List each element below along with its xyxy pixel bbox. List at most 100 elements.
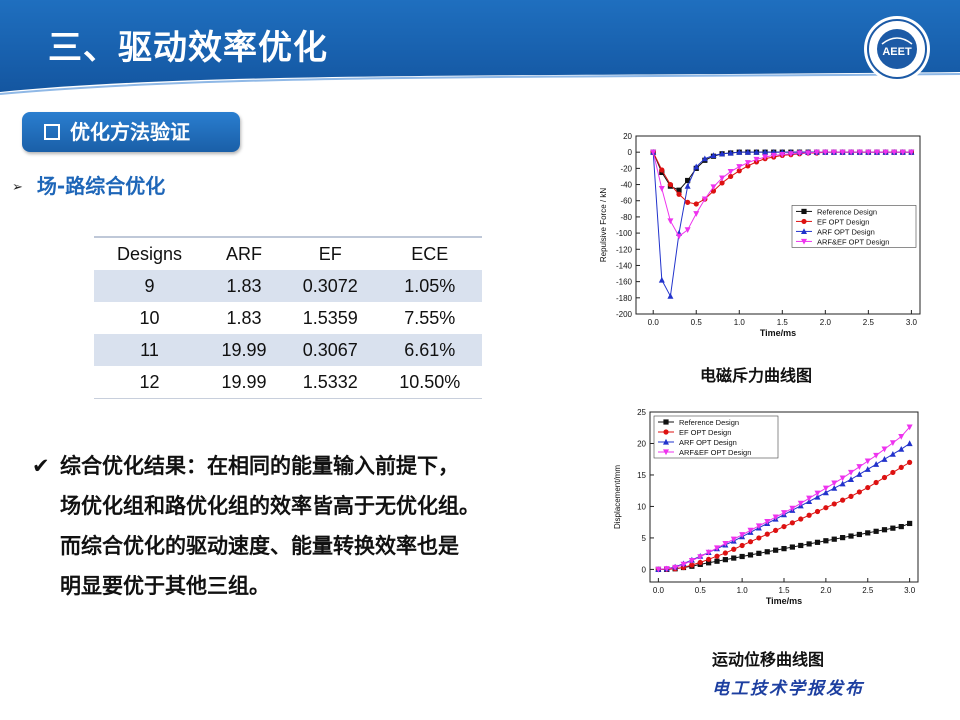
data-point xyxy=(881,527,888,533)
legend-label: ARF OPT Design xyxy=(817,227,875,236)
x-tick-label: 2.5 xyxy=(863,318,875,327)
data-point xyxy=(906,440,913,447)
data-point xyxy=(739,553,745,560)
data-point xyxy=(848,149,855,156)
legend-marker xyxy=(663,449,669,456)
data-point xyxy=(714,545,720,552)
y-tick-label: -160 xyxy=(616,278,633,287)
x-tick-label: 2.5 xyxy=(862,586,874,595)
data-point xyxy=(787,151,794,157)
publisher-watermark: 电工技术学报发布 xyxy=(712,679,864,699)
conclusion-line: 场优化组和路优化组的效率皆高于无优化组。 xyxy=(60,494,480,518)
data-point xyxy=(891,149,898,156)
data-point xyxy=(693,211,700,217)
table-cell: 1.83 xyxy=(226,307,262,328)
data-point xyxy=(881,446,888,453)
data-point xyxy=(762,148,769,155)
table-cell: 1.5332 xyxy=(282,366,378,399)
table-header-arf: ARF xyxy=(205,236,283,270)
data-point xyxy=(864,458,871,465)
table-cell: 1.05% xyxy=(377,270,482,302)
data-point xyxy=(701,155,708,162)
data-point xyxy=(684,227,691,234)
x-tick-label: 3.0 xyxy=(904,586,916,595)
x-tick-label: 3.0 xyxy=(906,318,918,327)
data-point xyxy=(898,464,904,471)
y-tick-label: -100 xyxy=(616,229,633,238)
y-tick-label: 5 xyxy=(642,534,647,543)
legend-box xyxy=(791,205,917,248)
displacement-chart: 0.0 0.5 1.0 1.5 2.0 2.5 3.0 0 5 10 15 20 25 Time/ms Di… xyxy=(613,408,919,606)
x-tick-label: 0.5 xyxy=(691,318,703,327)
data-point xyxy=(890,525,896,531)
header-wave xyxy=(0,72,960,112)
data-point xyxy=(706,556,712,562)
data-point xyxy=(848,533,854,539)
data-point xyxy=(907,520,913,527)
data-point xyxy=(848,476,854,482)
data-point xyxy=(806,541,812,547)
data-point xyxy=(781,546,787,552)
series-4 xyxy=(650,149,915,240)
legend-label: Reference Design xyxy=(679,418,739,427)
table-row: 10 1.83 1.5359 7.55% xyxy=(94,302,482,334)
conclusion-line: 明显要优于其他三组。 xyxy=(60,574,270,598)
data-point xyxy=(865,484,871,491)
data-point xyxy=(744,160,751,166)
data-point xyxy=(650,149,657,156)
data-point xyxy=(814,508,821,515)
data-point xyxy=(762,154,769,161)
table-cell: 0.3067 xyxy=(282,334,378,366)
data-point xyxy=(881,456,888,462)
data-point xyxy=(781,523,787,530)
y-tick-label: -140 xyxy=(616,261,633,270)
section-tag-label: 优化方法验证 xyxy=(70,120,190,144)
table-cell: 6.61% xyxy=(377,334,482,366)
data-point xyxy=(865,530,871,536)
x-tick-label: 0.0 xyxy=(653,586,665,595)
data-point xyxy=(676,233,683,240)
data-point xyxy=(764,531,770,537)
header-bar: 三、驱动效率优化 AEET xyxy=(0,0,960,112)
legend-label: Reference Design xyxy=(817,207,877,216)
x-tick-label: 0.5 xyxy=(695,586,707,595)
data-point xyxy=(710,184,717,191)
data-point xyxy=(848,493,854,499)
data-point xyxy=(753,156,760,163)
x-tick-label: 1.0 xyxy=(737,586,749,595)
data-point xyxy=(680,561,687,568)
data-point xyxy=(822,489,829,496)
table-header-designs: Designs xyxy=(94,236,206,270)
data-point xyxy=(655,566,662,573)
data-point xyxy=(697,554,704,561)
data-point xyxy=(873,149,880,156)
data-point xyxy=(693,201,699,207)
data-point xyxy=(890,469,896,476)
series-4 xyxy=(655,424,913,573)
data-point xyxy=(830,149,837,156)
data-point xyxy=(714,558,720,564)
table-header-row: Designs ARF EF ECE xyxy=(94,236,482,270)
data-point xyxy=(848,469,854,476)
data-point xyxy=(840,535,846,541)
data-point xyxy=(806,512,812,518)
table-cell: 10 xyxy=(139,307,160,328)
data-point xyxy=(731,555,737,561)
data-point xyxy=(764,518,771,525)
conclusion-line: 综合优化结果：在相同的能量输入前提下， xyxy=(60,454,459,478)
data-point xyxy=(701,196,708,203)
table-cell: 7.55% xyxy=(404,307,456,328)
data-point xyxy=(873,452,880,459)
y-tick-label: -20 xyxy=(620,164,632,173)
data-point xyxy=(822,485,829,492)
y-tick-label: -120 xyxy=(616,245,633,254)
section-tag: 优化方法验证 xyxy=(22,112,240,152)
data-point xyxy=(865,149,872,156)
data-point xyxy=(889,440,896,447)
table-header-ef: EF xyxy=(282,236,378,270)
data-point xyxy=(856,471,863,477)
table-cell: 9 xyxy=(94,270,206,302)
data-point xyxy=(676,187,682,193)
data-point xyxy=(731,546,737,552)
data-point xyxy=(753,148,760,155)
